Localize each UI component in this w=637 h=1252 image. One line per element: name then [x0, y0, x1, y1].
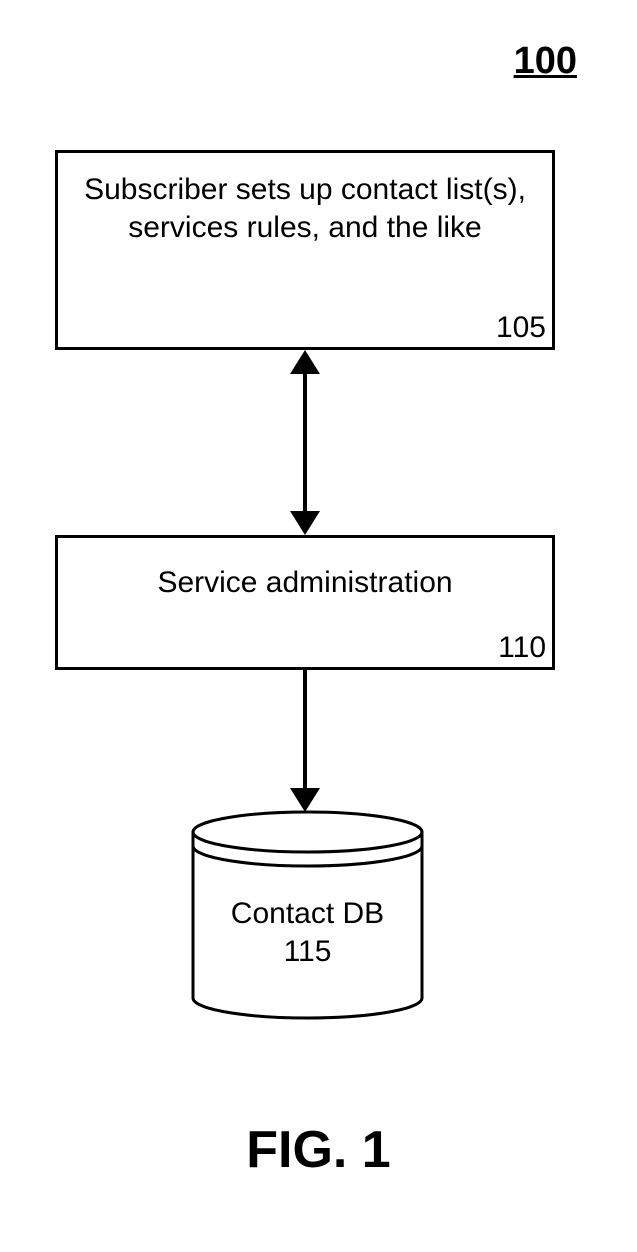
arrow-head-down-icon — [290, 788, 320, 812]
box-service-admin-label: Service administration — [58, 566, 552, 600]
arrow-line — [303, 670, 307, 788]
arrow-head-down-icon — [290, 511, 320, 535]
db-contact-num: 115 — [284, 935, 332, 968]
box-subscriber-setup-label: Subscriber sets up contact list(s), serv… — [58, 171, 552, 246]
arrow-head-up-icon — [290, 350, 320, 374]
arrow-line — [303, 374, 307, 511]
figure-caption: FIG. 1 — [0, 1120, 637, 1180]
box-subscriber-setup-num: 105 — [496, 311, 546, 345]
box-subscriber-setup: Subscriber sets up contact list(s), serv… — [55, 150, 555, 350]
db-contact: Contact DB 115 — [190, 810, 425, 1020]
figure-ref: 100 — [514, 40, 577, 83]
box-service-admin: Service administration 110 — [55, 535, 555, 670]
db-contact-label-text: Contact DB — [231, 897, 384, 930]
db-contact-label: Contact DB 115 — [190, 895, 425, 970]
box-service-admin-num: 110 — [498, 631, 546, 665]
